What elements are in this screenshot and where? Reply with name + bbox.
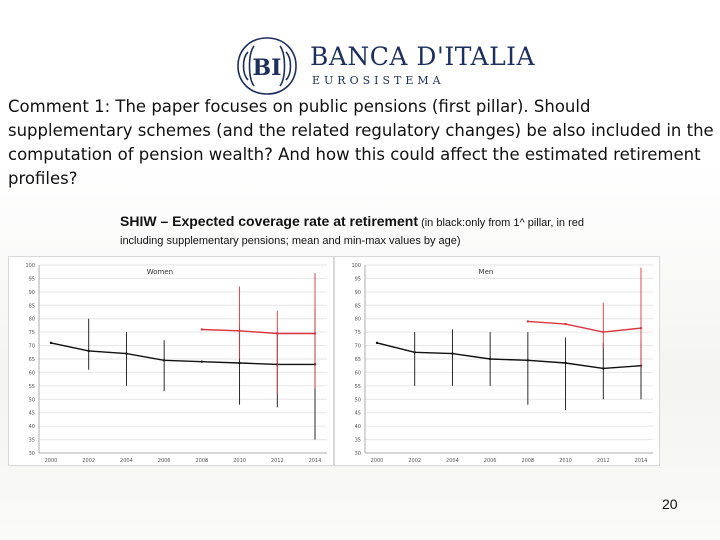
y-tick-label: 95 — [355, 276, 361, 282]
chart-panel-men: 100 95 90 85 80 75 70 65 60 55 50 45 40 35 30 2000 2002 2… — [334, 256, 660, 466]
data-point — [49, 341, 53, 345]
y-tick-label: 100 — [25, 263, 35, 269]
data-point — [639, 326, 643, 330]
series-line — [376, 342, 642, 370]
data-point — [602, 330, 605, 334]
x-tick-label: 2004 — [120, 458, 133, 464]
data-point — [564, 361, 567, 365]
page-number: 20 — [662, 496, 678, 512]
data-point — [602, 367, 605, 370]
x-tick-label: 2000 — [45, 458, 58, 464]
y-tick-label: 80 — [29, 317, 35, 323]
chart-heading-bold: SHIW – Expected coverage rate at retirem… — [120, 213, 419, 229]
data-point — [526, 359, 530, 362]
men-chart: 100 95 90 85 80 75 70 65 60 55 50 45 40 35 30 2000 2002 2… — [351, 263, 653, 464]
y-tick-label: 75 — [29, 330, 35, 336]
seal-letters: BI — [253, 55, 282, 81]
y-tick-label: 35 — [29, 438, 35, 444]
y-tick-label: 45 — [355, 411, 361, 417]
data-point — [238, 361, 241, 365]
series-line — [50, 342, 315, 366]
x-tick-label: 2002 — [82, 458, 95, 464]
brand-subtitle: EUROSISTEMA — [312, 74, 445, 87]
y-tick-label: 70 — [355, 344, 361, 350]
y-tick-label: 70 — [29, 344, 35, 350]
y-tick-label: 80 — [355, 317, 361, 323]
chart-heading-rest: (in black:only from 1^ pillar, in red in… — [120, 217, 584, 247]
y-tick-label: 95 — [29, 276, 35, 282]
y-tick-label: 90 — [29, 290, 35, 296]
y-tick-label: 60 — [355, 370, 361, 376]
x-tick-label: 2014 — [635, 458, 648, 464]
y-tick-label: 30 — [29, 451, 35, 457]
x-tick-label: 2014 — [309, 458, 322, 464]
data-point — [87, 349, 90, 353]
y-tick-label: 85 — [355, 303, 361, 309]
y-tick-label: 65 — [355, 357, 361, 363]
x-tick-label: 2012 — [597, 458, 610, 464]
data-point — [200, 360, 204, 363]
x-tick-label: 2006 — [158, 458, 171, 464]
y-tick-label: 40 — [29, 424, 35, 430]
data-point — [238, 329, 241, 332]
data-point — [451, 352, 454, 355]
y-tick-label: 60 — [29, 370, 35, 376]
y-tick-label: 30 — [355, 451, 361, 457]
comment-text: Comment 1: The paper focuses on public p… — [8, 97, 714, 188]
chart-panel-title: Men — [479, 268, 494, 276]
data-point — [375, 341, 379, 345]
x-tick-label: 2010 — [233, 458, 246, 464]
brand-name: BANCA D'ITALIA — [310, 42, 536, 71]
data-point — [276, 332, 279, 335]
y-tick-label: 75 — [355, 330, 361, 336]
chart-heading: SHIW – Expected coverage rate at retirem… — [120, 212, 600, 250]
x-tick-label: 2010 — [559, 458, 572, 464]
data-point — [564, 322, 567, 326]
data-point — [162, 359, 166, 362]
chart-panel-women: 100 95 90 85 80 75 70 65 60 55 50 45 40 35 30 2000 2002 2… — [8, 256, 334, 466]
x-tick-label: 2002 — [408, 458, 421, 464]
y-tick-label: 100 — [351, 263, 361, 269]
y-tick-label: 55 — [29, 384, 35, 390]
x-tick-label: 2012 — [271, 458, 284, 464]
data-point — [125, 352, 128, 355]
y-tick-label: 55 — [355, 384, 361, 390]
series-line — [201, 328, 315, 335]
women-chart: 100 95 90 85 80 75 70 65 60 55 50 45 40 35 30 2000 2002 2… — [25, 263, 327, 464]
chart-panel-title: Women — [147, 268, 173, 276]
y-tick-label: 90 — [355, 290, 361, 296]
y-tick-label: 40 — [355, 424, 361, 430]
series-line — [527, 320, 642, 333]
banca-italia-logo: BI BANCA D'ITALIA EUROSISTEMA — [234, 34, 535, 98]
y-tick-label: 45 — [29, 411, 35, 417]
y-tick-label: 35 — [355, 438, 361, 444]
data-point — [413, 351, 416, 354]
data-point — [200, 328, 204, 331]
y-tick-label: 85 — [29, 303, 35, 309]
x-tick-label: 2008 — [521, 458, 534, 464]
data-point — [313, 332, 317, 335]
y-tick-label: 65 — [29, 357, 35, 363]
y-tick-label: 50 — [29, 397, 35, 403]
x-tick-label: 2000 — [371, 458, 384, 464]
data-point — [526, 320, 530, 323]
y-tick-label: 50 — [355, 397, 361, 403]
x-tick-label: 2004 — [446, 458, 459, 464]
x-tick-label: 2008 — [195, 458, 208, 464]
data-point — [488, 357, 492, 361]
x-tick-label: 2006 — [484, 458, 497, 464]
seal-icon: BI — [237, 37, 297, 95]
